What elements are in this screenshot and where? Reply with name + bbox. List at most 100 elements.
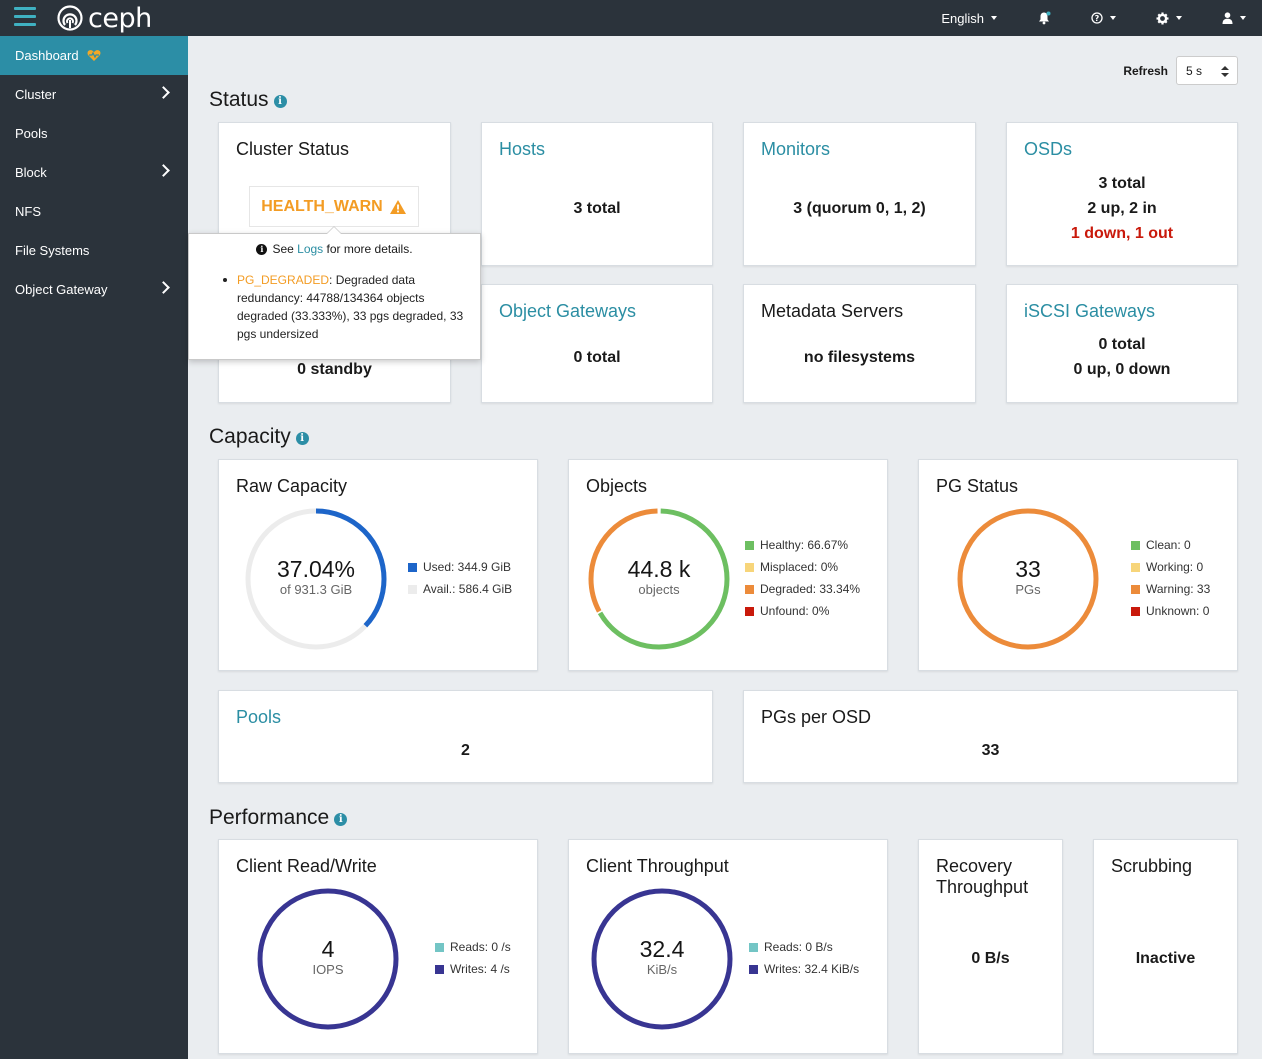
raw-capacity-card: Raw Capacity 37.04% of 931.3 GiB Used: 3… <box>218 459 538 671</box>
objects-count: 44.8 k <box>627 556 691 582</box>
language-dropdown[interactable]: English <box>927 0 1023 36</box>
info-circle-icon: i <box>256 243 268 255</box>
legend-label: Clean: 0 <box>1146 538 1191 552</box>
objects-donut <box>588 508 730 650</box>
popover-header: i See Logs for more details. <box>189 242 480 256</box>
legend-item[interactable]: Clean: 0 <box>1131 534 1210 556</box>
legend-label: Avail.: 586.4 GiB <box>423 582 513 596</box>
legend-label: Healthy: 66.67% <box>760 538 849 552</box>
performance-section-title: Performance i <box>209 806 348 830</box>
legend-label: Unfound: 0% <box>760 604 830 618</box>
legend-swatch <box>745 606 754 616</box>
legend-item[interactable]: Warning: 33 <box>1131 578 1210 600</box>
info-icon[interactable]: i <box>295 432 309 445</box>
objects-center: 44.8 k objects <box>587 556 731 597</box>
chevron-down-icon <box>1240 16 1246 20</box>
objects-legend: Healthy: 66.67% Misplaced: 0% Degraded: … <box>745 534 860 622</box>
sidebar-item-nfs[interactable]: NFS <box>0 192 188 231</box>
iscsi-gateways-link[interactable]: iSCSI Gateways <box>1024 301 1156 321</box>
writes-arc <box>591 888 733 1030</box>
notifications-button[interactable] <box>1023 0 1077 36</box>
raw-capacity-total: of 931.3 GiB <box>279 582 353 597</box>
card-title: Metadata Servers <box>761 301 904 321</box>
pgs-per-osd-value: 33 <box>981 742 1000 759</box>
legend-item[interactable]: Misplaced: 0% <box>745 556 860 578</box>
sidebar-item-object-gateway[interactable]: Object Gateway <box>0 270 188 309</box>
client-throughput-legend: Reads: 0 B/s Writes: 32.4 KiB/s <box>749 936 859 980</box>
legend-swatch <box>1131 584 1140 594</box>
legend-item[interactable]: Degraded: 33.34% <box>745 578 860 600</box>
health-status-badge[interactable]: HEALTH_WARN <box>249 186 419 227</box>
hosts-link[interactable]: Hosts <box>499 139 546 159</box>
legend-item[interactable]: Used: 344.9 GiB <box>408 556 512 578</box>
chevron-down-icon <box>1176 16 1182 20</box>
select-arrows-icon <box>1221 66 1229 77</box>
legend-swatch <box>435 964 444 974</box>
legend-item[interactable]: Reads: 0 /s <box>435 936 511 958</box>
legend-swatch <box>745 540 754 550</box>
sidebar-item-pools[interactable]: Pools <box>0 114 188 153</box>
recovery-throughput-value: 0 B/s <box>971 950 1010 967</box>
legend-item[interactable]: Avail.: 586.4 GiB <box>408 578 512 600</box>
throughput-unit: KiB/s <box>646 962 678 977</box>
monitors-link[interactable]: Monitors <box>761 139 831 159</box>
card-title-line: Throughput <box>936 877 1029 897</box>
legend-item[interactable]: Unfound: 0% <box>745 600 860 622</box>
ceph-logo[interactable]: ceph <box>56 3 152 34</box>
popover-see: See <box>272 242 294 256</box>
iops-value: 4 <box>321 936 335 962</box>
scrubbing-card: Scrubbing Inactive <box>1093 839 1238 1054</box>
section-title-text: Capacity <box>209 425 291 448</box>
info-icon[interactable]: i <box>273 95 287 108</box>
sidebar-item-label: Dashboard <box>15 48 79 63</box>
sidebar-item-file-systems[interactable]: File Systems <box>0 231 188 270</box>
health-check-item: PG_DEGRADED: Degraded data redundancy: 4… <box>223 271 473 343</box>
refresh-label: Refresh <box>1123 63 1168 78</box>
sidebar-item-label: NFS <box>15 204 41 219</box>
legend-item[interactable]: Reads: 0 B/s <box>749 936 859 958</box>
legend-item[interactable]: Healthy: 66.67% <box>745 534 860 556</box>
legend-label: Unknown: 0 <box>1146 604 1210 618</box>
help-dropdown[interactable]: ? <box>1077 0 1142 36</box>
objects-degraded-arc <box>588 508 730 650</box>
monitors-card: Monitors 3 (quorum 0, 1, 2) <box>743 122 976 266</box>
osds-card: OSDs 3 total 2 up, 2 in 1 down, 1 out <box>1006 122 1238 266</box>
scrubbing-value: Inactive <box>1135 950 1196 967</box>
card-title: Recovery Throughput <box>936 856 1028 898</box>
sidebar-item-label: Pools <box>15 126 48 141</box>
card-title-line: Recovery <box>936 856 1013 876</box>
logs-link[interactable]: Logs <box>297 242 324 256</box>
info-icon[interactable]: i <box>334 813 348 826</box>
legend-label: Writes: 4 /s <box>450 962 510 976</box>
client-throughput-card: Client Throughput 32.4 KiB/s Reads: 0 B/… <box>568 839 888 1054</box>
sidebar-item-cluster[interactable]: Cluster <box>0 75 188 114</box>
osds-up-in: 2 up, 2 in <box>1087 200 1157 217</box>
legend-label: Misplaced: 0% <box>760 560 839 574</box>
legend-item[interactable]: Writes: 32.4 KiB/s <box>749 958 859 980</box>
user-dropdown[interactable] <box>1208 0 1262 36</box>
pg-count: 33 <box>1015 556 1041 582</box>
pg-warning-arc <box>957 508 1099 650</box>
chevron-right-icon <box>157 164 170 177</box>
raw-capacity-center: 37.04% of 931.3 GiB <box>244 556 388 597</box>
svg-text:?: ? <box>1095 14 1100 23</box>
user-icon <box>1222 12 1233 24</box>
pools-link[interactable]: Pools <box>236 707 282 727</box>
card-title: Scrubbing <box>1111 856 1193 876</box>
osds-link[interactable]: OSDs <box>1024 139 1073 159</box>
managers-standby: 0 standby <box>297 361 372 378</box>
legend-item[interactable]: Working: 0 <box>1131 556 1210 578</box>
object-gateways-link[interactable]: Object Gateways <box>499 301 637 321</box>
legend-item[interactable]: Unknown: 0 <box>1131 600 1210 622</box>
refresh-interval-select[interactable]: 5 s <box>1176 56 1238 85</box>
osds-total: 3 total <box>1098 175 1146 192</box>
sidebar-item-block[interactable]: Block <box>0 153 188 192</box>
legend-item[interactable]: Writes: 4 /s <box>435 958 511 980</box>
hamburger-menu-icon[interactable] <box>14 7 36 27</box>
settings-dropdown[interactable] <box>1142 0 1208 36</box>
legend-swatch <box>435 942 444 952</box>
sidebar-item-dashboard[interactable]: Dashboard <box>0 36 188 75</box>
writes-arc <box>257 888 399 1030</box>
chevron-right-icon <box>157 86 170 99</box>
metadata-servers-value: no filesystems <box>803 349 916 366</box>
